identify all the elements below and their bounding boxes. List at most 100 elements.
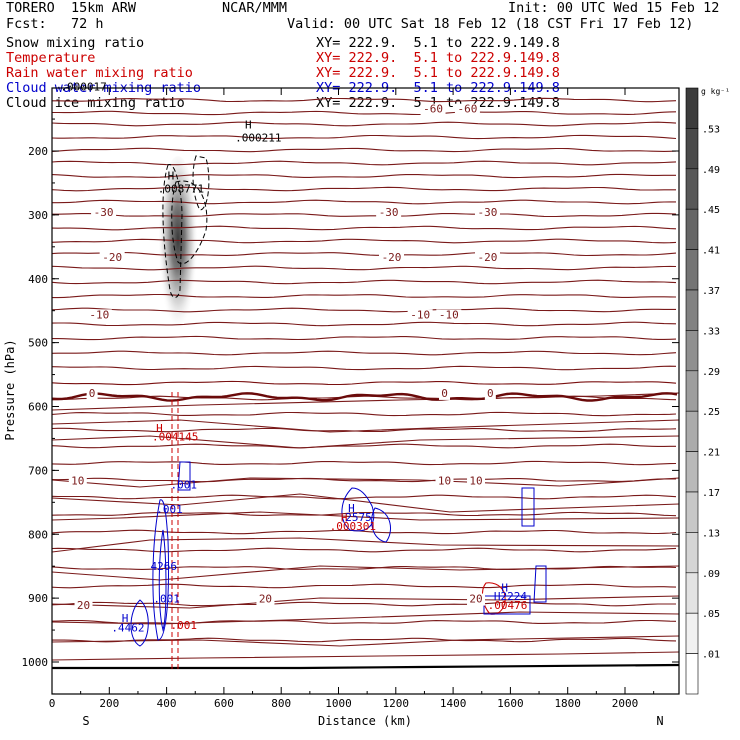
init-time: Init: 00 UTC Wed 15 Feb 12 xyxy=(508,0,720,16)
rain-label: .00476 xyxy=(488,599,528,612)
colorbar-segment xyxy=(685,451,699,493)
temperature-label: 0 xyxy=(441,387,448,400)
temperature-label-bg xyxy=(379,251,405,264)
x-axis-title: Distance (km) xyxy=(318,714,412,728)
colorbar-label: .29 xyxy=(702,367,720,378)
rain-label: H xyxy=(341,511,348,524)
cloud-water-contour xyxy=(177,461,191,491)
y-tick-label: 800 xyxy=(28,528,48,541)
temperature-contour xyxy=(52,611,679,625)
y-tick-label: 600 xyxy=(28,401,48,414)
colorbar-label: .09 xyxy=(702,569,720,580)
cloud-water-label: 2575 xyxy=(345,511,372,524)
temperature-label-bg xyxy=(91,207,117,220)
colorbar-label: .49 xyxy=(702,165,720,176)
colorbar-label: .13 xyxy=(702,528,720,539)
colorbar-segment xyxy=(685,370,699,412)
rain-contour xyxy=(171,392,179,670)
colorbar-segment xyxy=(685,612,699,654)
snow-max-value: .008771 xyxy=(158,183,204,196)
cloud-water-label: .001 xyxy=(153,593,180,606)
cloud-water-label: .001 xyxy=(156,503,183,516)
temperature-label: 20 xyxy=(469,593,482,606)
temperature-label: -30 xyxy=(94,206,114,219)
rain-label: .000301 xyxy=(330,520,376,533)
temperature-contour xyxy=(52,307,676,313)
temperature-contour xyxy=(52,529,677,535)
temperature-label: 0 xyxy=(487,387,494,400)
temperature-contour xyxy=(52,110,677,116)
y-tick-label: 500 xyxy=(28,337,48,350)
temperature-label: -60 xyxy=(423,103,443,116)
temperature-label: -20 xyxy=(102,251,122,264)
cloud-water-label: H xyxy=(501,582,508,595)
temperature-contour xyxy=(52,443,676,449)
x-tick-label: 2000 xyxy=(612,697,639,710)
plot-frame xyxy=(51,87,680,695)
temperature-label-bg xyxy=(467,593,486,606)
cloud-ice-corner-value: .000017 xyxy=(60,80,106,93)
temperature-contour xyxy=(52,134,677,140)
temperature-contour xyxy=(52,238,677,244)
ground-surface xyxy=(52,663,679,670)
temperature-label: -10 xyxy=(410,308,430,321)
colorbar-segment xyxy=(685,653,699,695)
colorbar-segment xyxy=(685,289,699,331)
temperature-contour xyxy=(52,511,677,517)
cloud-water-label: H2224 xyxy=(494,590,527,603)
rain-label: .001 xyxy=(171,619,198,632)
colorbar-label: .45 xyxy=(702,205,720,216)
y-axis-title: Pressure (hPa) xyxy=(3,339,17,440)
field-temperature-name: Temperature xyxy=(6,50,96,66)
temperature-contour xyxy=(52,279,677,285)
center-name: NCAR/MMM xyxy=(222,0,288,16)
temperature-label: 10 xyxy=(71,474,84,487)
colorbar-segment xyxy=(685,532,699,574)
x-tick-label: 800 xyxy=(271,697,291,710)
temperature-contour xyxy=(52,460,677,466)
temperature-label-bg xyxy=(99,251,125,264)
temperature-contour xyxy=(52,635,679,647)
colorbar-label: .21 xyxy=(702,448,720,459)
colorbar-label: .01 xyxy=(702,650,720,661)
snow-contour xyxy=(192,155,210,211)
field-snow-xy: XY= 222.9. 5.1 to 222.9.149.8 xyxy=(316,35,560,51)
field-rain-name: Rain water mixing ratio xyxy=(6,65,193,81)
temperature-contour xyxy=(52,494,677,500)
temperature-label-bg xyxy=(484,387,496,400)
y-tick-label: 700 xyxy=(28,464,48,477)
snow-max-marker: H xyxy=(168,170,175,183)
y-tick-label: 400 xyxy=(28,273,48,286)
temperature-label: 10 xyxy=(438,474,451,487)
cloud-water-contour xyxy=(152,499,170,641)
colorbar-label: .17 xyxy=(702,488,720,499)
temperature-contour xyxy=(52,493,679,513)
colorbar-segment xyxy=(685,87,699,129)
temperature-label-bg xyxy=(86,309,112,322)
temperature-contour xyxy=(52,199,676,205)
rain-label: .004145 xyxy=(152,430,198,443)
temperature-contour xyxy=(52,251,677,257)
x-tick-label: 400 xyxy=(157,697,177,710)
forecast-hour: Fcst: 72 h xyxy=(6,16,104,32)
cloud-water-label: H xyxy=(122,612,129,625)
temperature-label-bg xyxy=(256,593,275,606)
temperature-contour xyxy=(52,637,677,643)
y-tick-label: 200 xyxy=(28,145,48,158)
temperature-contour xyxy=(52,565,677,571)
model-title: TORERO 15km ARW xyxy=(6,0,137,16)
x-tick-label: 600 xyxy=(214,697,234,710)
cloud-water-contour xyxy=(130,599,149,647)
temperature-label: 10 xyxy=(469,474,482,487)
temperature-contour xyxy=(52,350,677,356)
colorbar-segment xyxy=(685,491,699,533)
colorbar-label: .33 xyxy=(702,326,720,337)
temperature-label: -30 xyxy=(379,206,399,219)
temperature-label: -20 xyxy=(478,251,498,264)
cloud-water-contour xyxy=(341,487,375,532)
cloud-ice-max-value: .000211 xyxy=(235,131,281,144)
x-tick-label: 0 xyxy=(49,697,56,710)
temperature-label: 0 xyxy=(89,387,96,400)
temperature-label: -10 xyxy=(439,308,459,321)
